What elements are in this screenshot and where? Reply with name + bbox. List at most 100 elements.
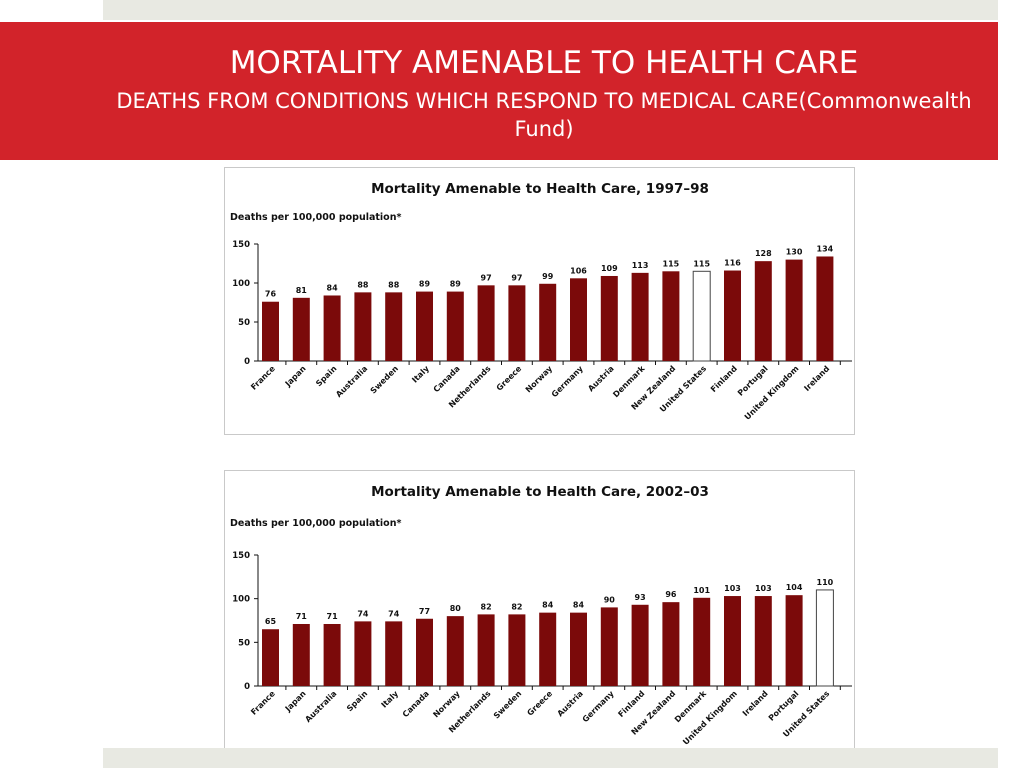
chart-title: Mortality Amenable to Health Care, 2002–… xyxy=(371,484,709,500)
category-label-france: France xyxy=(249,364,277,392)
category-label-ireland: Ireland xyxy=(802,364,831,393)
category-label-greece: Greece xyxy=(495,364,524,393)
category-label-australia: Australia xyxy=(303,689,338,724)
y-axis-label: Deaths per 100,000 population* xyxy=(230,212,401,223)
slide-subtitle: DEATHS FROM CONDITIONS WHICH RESPOND TO … xyxy=(116,89,972,141)
y-tick-label: 150 xyxy=(232,551,250,561)
category-label-finland: Finland xyxy=(616,689,646,719)
bar-germany xyxy=(570,278,587,361)
bar-new-zealand xyxy=(662,602,680,686)
bar-denmark xyxy=(631,272,649,361)
bar-france xyxy=(262,301,279,361)
data-label-canada: 77 xyxy=(419,607,430,616)
data-label-denmark: 113 xyxy=(632,261,649,270)
bar-denmark xyxy=(693,597,711,686)
data-label-sweden: 82 xyxy=(511,602,522,611)
bar-australia xyxy=(323,623,341,686)
data-label-united-states: 110 xyxy=(817,578,834,587)
data-label-netherlands: 82 xyxy=(481,602,492,611)
y-tick-label: 0 xyxy=(244,682,250,692)
bar-united-states xyxy=(815,589,834,687)
chart-panel-1997-98: Mortality Amenable to Health Care, 1997–… xyxy=(224,167,855,435)
bar-australia xyxy=(354,292,372,361)
bar-spain xyxy=(323,295,341,361)
bar-netherlands xyxy=(477,285,495,361)
category-label-spain: Spain xyxy=(314,364,338,388)
bar-new-zealand xyxy=(662,271,680,361)
data-label-ireland: 134 xyxy=(817,244,834,253)
bar-japan xyxy=(292,623,310,686)
bar-united-kingdom xyxy=(785,259,803,361)
data-label-norway: 80 xyxy=(450,604,462,613)
data-label-netherlands: 97 xyxy=(481,273,492,282)
category-label-italy: Italy xyxy=(379,688,400,709)
category-label-ireland: Ireland xyxy=(741,689,770,718)
bar-greece xyxy=(508,285,526,361)
data-label-austria: 84 xyxy=(573,601,585,610)
y-axis-label: Deaths per 100,000 population* xyxy=(230,518,401,529)
bar-norway xyxy=(446,616,464,686)
data-label-austria: 109 xyxy=(601,264,618,273)
bar-sweden xyxy=(508,614,526,686)
category-label-france: France xyxy=(249,689,277,717)
category-label-sweden: Sweden xyxy=(492,689,524,721)
data-label-ireland: 103 xyxy=(755,584,772,593)
bar-united-states xyxy=(692,270,711,362)
category-label-japan: Japan xyxy=(283,689,308,714)
data-label-finland: 93 xyxy=(635,593,646,602)
category-label-italy: Italy xyxy=(410,363,431,384)
data-label-japan: 81 xyxy=(296,286,308,295)
data-label-new-zealand: 96 xyxy=(665,590,677,599)
bar-finland xyxy=(724,270,741,361)
data-label-canada: 89 xyxy=(450,280,462,289)
y-tick-label: 50 xyxy=(238,638,250,648)
y-tick-label: 50 xyxy=(238,318,250,328)
bar-spain xyxy=(354,621,372,686)
bar-canada xyxy=(416,618,433,686)
category-label-canada: Canada xyxy=(401,689,431,719)
category-label-norway: Norway xyxy=(431,689,462,720)
y-tick-label: 100 xyxy=(232,595,250,605)
data-label-australia: 71 xyxy=(327,612,339,621)
category-label-austria: Austria xyxy=(586,364,615,393)
bar-ireland xyxy=(816,256,834,361)
data-label-portugal: 104 xyxy=(786,583,803,592)
bar-austria xyxy=(600,275,618,361)
category-label-austria: Austria xyxy=(556,689,585,718)
chart-panel-2002-03: Mortality Amenable to Health Care, 2002–… xyxy=(224,470,855,767)
data-label-germany: 90 xyxy=(604,595,616,604)
data-label-australia: 88 xyxy=(357,280,369,289)
category-label-germany: Germany xyxy=(581,689,617,725)
chart-title: Mortality Amenable to Health Care, 1997–… xyxy=(371,181,709,197)
category-label-finland: Finland xyxy=(709,364,739,394)
data-label-new-zealand: 115 xyxy=(663,259,680,268)
data-label-france: 65 xyxy=(265,617,277,626)
data-label-italy: 74 xyxy=(388,609,400,618)
top-band xyxy=(103,0,998,20)
data-label-italy: 89 xyxy=(419,280,431,289)
y-tick-label: 150 xyxy=(232,240,250,250)
category-label-germany: Germany xyxy=(550,364,586,400)
data-label-germany: 106 xyxy=(570,266,587,275)
bar-sweden xyxy=(385,292,403,361)
y-tick-label: 0 xyxy=(244,357,250,367)
data-label-portugal: 128 xyxy=(755,249,772,258)
category-label-greece: Greece xyxy=(525,689,554,718)
category-label-spain: Spain xyxy=(345,689,369,713)
category-label-united-kingdom: United Kingdom xyxy=(743,364,801,422)
bar-germany xyxy=(600,607,618,686)
bar-austria xyxy=(570,612,587,686)
category-label-norway: Norway xyxy=(524,364,555,395)
data-label-spain: 84 xyxy=(327,283,339,292)
data-label-united-kingdom: 130 xyxy=(786,248,803,257)
y-tick-label: 100 xyxy=(232,279,250,289)
data-label-sweden: 88 xyxy=(388,280,400,289)
bar-ireland xyxy=(754,596,772,686)
bar-greece xyxy=(539,612,557,686)
chart-1997-98: Mortality Amenable to Health Care, 1997–… xyxy=(230,181,852,422)
data-label-denmark: 101 xyxy=(693,586,710,595)
data-label-france: 76 xyxy=(265,290,277,299)
bar-portugal xyxy=(754,261,772,361)
slide-title: MORTALITY AMENABLE TO HEALTH CARE xyxy=(229,45,859,81)
bar-canada xyxy=(446,291,464,361)
